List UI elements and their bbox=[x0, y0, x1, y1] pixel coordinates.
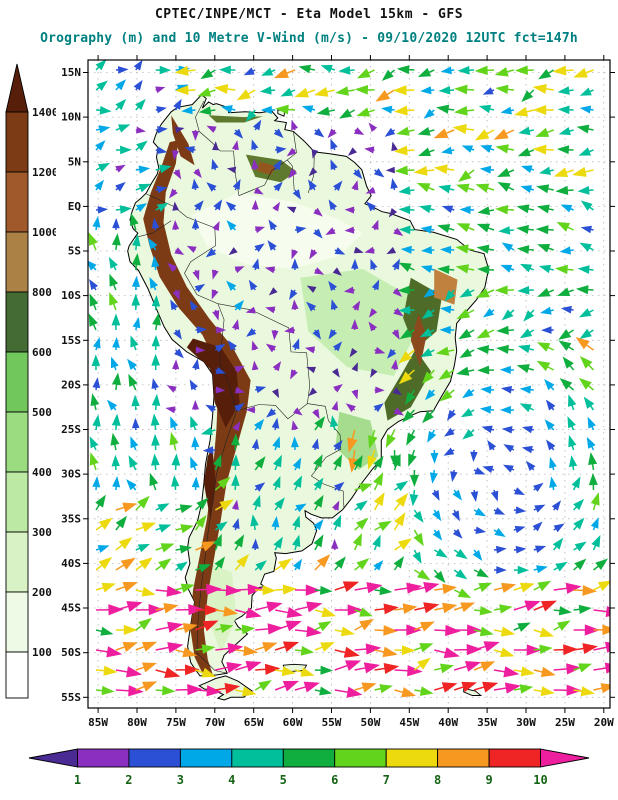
orography-over-range-arrow bbox=[5, 63, 29, 113]
wind-speed-label: 5 bbox=[280, 773, 287, 787]
guiana-highlands-brown bbox=[256, 161, 277, 176]
wind-under-range-arrow bbox=[28, 748, 78, 768]
central-plateau bbox=[300, 268, 418, 376]
island bbox=[463, 687, 483, 696]
wind-speed-label: 6 bbox=[331, 773, 338, 787]
wind-speed-colorbar: 1 2 3 4 5 6 7 8 9 10 bbox=[28, 748, 590, 787]
orography-level-label: 500 bbox=[32, 406, 52, 419]
lat-tick-label: 45S bbox=[61, 602, 81, 615]
orography-level-label: 200 bbox=[32, 586, 52, 599]
orography-level-label: 600 bbox=[32, 346, 52, 359]
lat-tick-label: 35S bbox=[61, 512, 81, 525]
brazilian-highlands-south bbox=[384, 349, 432, 421]
wind-speed-label: 3 bbox=[177, 773, 184, 787]
wind-speed-label: 8 bbox=[434, 773, 441, 787]
lon-tick-label: 75W bbox=[166, 716, 186, 729]
wind-speed-label: 4 bbox=[228, 773, 235, 787]
lon-tick-label: 70W bbox=[205, 716, 225, 729]
lat-tick-label: 15S bbox=[61, 334, 81, 347]
orography-colorbar: 100 200 300 400 500 600 800 1000 1200 1400 bbox=[5, 63, 56, 699]
lat-tick-label: 20S bbox=[61, 378, 81, 391]
orography-level-label: 100 bbox=[32, 646, 52, 659]
page-title: CPTEC/INPE/MCT - Eta Model 15km - GFS bbox=[154, 7, 464, 22]
lat-tick-label: 50S bbox=[61, 646, 81, 659]
lon-tick-label: 35W bbox=[477, 716, 497, 729]
lat-tick-label: 30S bbox=[61, 468, 81, 481]
espinhaco-ridge bbox=[410, 313, 427, 367]
altiplano-dark bbox=[186, 338, 240, 428]
lon-tick-label: 40W bbox=[438, 716, 458, 729]
lat-tick-label: 25S bbox=[61, 423, 81, 436]
page-subtitle: Orography (m) and 10 Metre V-Wind (m/s) … bbox=[40, 31, 578, 46]
lon-tick-label: 65W bbox=[244, 716, 264, 729]
wind-vectors bbox=[88, 60, 610, 698]
lon-tick-label: 20W bbox=[594, 716, 614, 729]
orography-level-label: 400 bbox=[32, 466, 52, 479]
wind-speed-label: 9 bbox=[485, 773, 492, 787]
andes-main bbox=[143, 140, 251, 676]
wind-speed-label: 7 bbox=[383, 773, 390, 787]
orography-level-label: 1400 bbox=[32, 106, 56, 119]
lon-tick-label: 50W bbox=[360, 716, 380, 729]
lat-tick-label: 10N bbox=[61, 111, 81, 124]
lon-tick-label: 85W bbox=[88, 716, 108, 729]
andes-dark-south bbox=[203, 447, 216, 519]
lon-tick-label: 30W bbox=[516, 716, 536, 729]
lon-tick-label: 45W bbox=[399, 716, 419, 729]
wind-speed-label: 10 bbox=[533, 773, 547, 787]
patagonia-steppe bbox=[205, 563, 237, 653]
orography-level-label: 800 bbox=[32, 286, 52, 299]
map-frame bbox=[87, 59, 611, 709]
wind-speed-label: 2 bbox=[125, 773, 132, 787]
orography-level-label: 1000 bbox=[32, 226, 56, 239]
lat-tick-label: EQ bbox=[68, 200, 82, 213]
lat-tick-label: 5S bbox=[68, 245, 81, 258]
lat-tick-label: 15N bbox=[61, 66, 81, 79]
lon-tick-label: 60W bbox=[283, 716, 303, 729]
lat-tick-label: 55S bbox=[61, 691, 81, 704]
wind-speed-label: 1 bbox=[74, 773, 81, 787]
south-america-wind-map: 85W 80W 75W 70W 65W 60W 55W 50W 45W 40W 35W 30W 25W 2… bbox=[61, 55, 615, 729]
lat-tick-label: 10S bbox=[61, 289, 81, 302]
orography-level-label: 1200 bbox=[32, 166, 56, 179]
wind-over-range-arrow bbox=[540, 748, 590, 768]
lat-tick-label: 5N bbox=[68, 155, 81, 168]
lon-tick-label: 55W bbox=[322, 716, 342, 729]
lat-tick-label: 40S bbox=[61, 557, 81, 570]
lon-tick-label: 25W bbox=[555, 716, 575, 729]
orography-level-label: 300 bbox=[32, 526, 52, 539]
lon-tick-label: 80W bbox=[127, 716, 147, 729]
